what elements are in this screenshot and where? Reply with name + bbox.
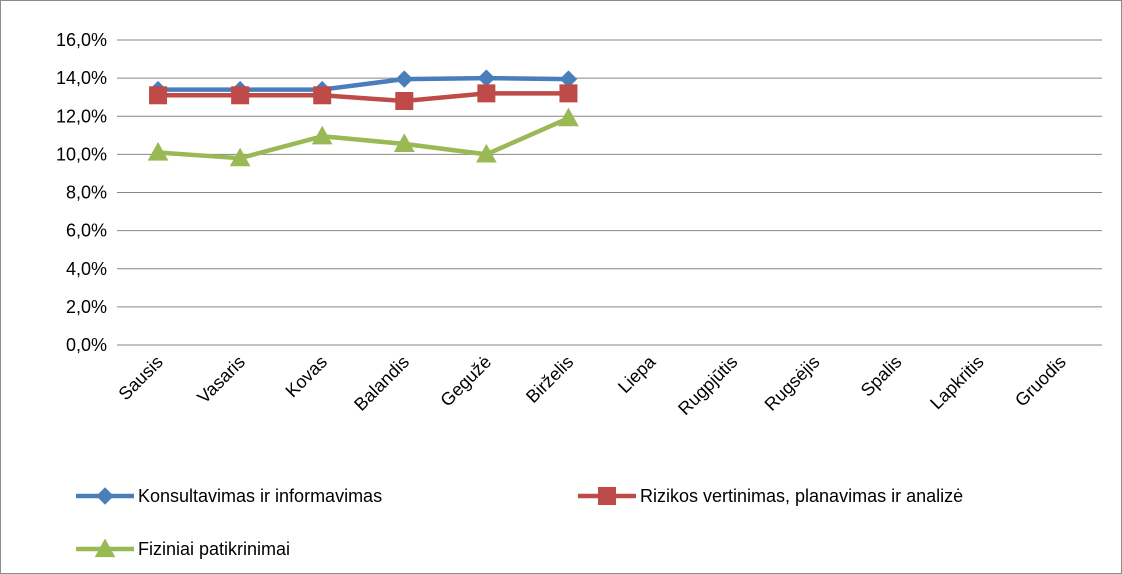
legend-item: Fiziniai patikrinimai [76, 538, 290, 559]
legend-label: Rizikos vertinimas, planavimas ir analiz… [640, 486, 963, 506]
legend-label: Fiziniai patikrinimai [138, 539, 290, 559]
y-tick-label: 14,0% [56, 68, 107, 88]
x-tick-label: Vasaris [193, 352, 249, 408]
legend-item: Konsultavimas ir informavimas [76, 486, 382, 506]
data-point [558, 107, 579, 127]
x-tick-label: Birželis [522, 352, 577, 407]
y-tick-label: 16,0% [56, 30, 107, 50]
y-tick-label: 2,0% [66, 297, 107, 317]
x-axis-tick-labels: Sausis Vasaris Kovas Balandis Gegužė Birželis… [115, 351, 1070, 419]
series-line [157, 116, 570, 161]
y-tick-label: 4,0% [66, 259, 107, 279]
data-point [147, 141, 169, 161]
data-point [476, 143, 497, 163]
series-lines [147, 69, 579, 167]
data-point [149, 86, 168, 105]
x-tick-label: Liepa [614, 351, 660, 397]
y-tick-label: 8,0% [66, 183, 107, 203]
data-point [395, 92, 414, 110]
data-point [395, 70, 413, 88]
data-point [231, 86, 250, 105]
data-point [229, 147, 251, 167]
data-point [477, 69, 496, 87]
series-line [158, 91, 569, 104]
x-tick-label: Sausis [115, 352, 167, 404]
y-tick-label: 0,0% [66, 335, 107, 355]
data-point [477, 84, 496, 103]
data-point [313, 86, 332, 105]
legend-marker [94, 538, 116, 558]
legend-marker [598, 487, 616, 505]
data-point [559, 84, 578, 103]
y-axis-tick-labels: 0,0% 2,0% 4,0% 6,0% 8,0% 10,0% 12,0% 14,0% 16,0% [56, 30, 107, 355]
x-tick-label: Lapkritis [926, 352, 988, 414]
x-tick-label: Rugsėjis [761, 352, 824, 415]
series-line [158, 75, 569, 92]
legend: Konsultavimas ir informavimas Rizikos ver… [76, 486, 963, 559]
x-tick-label: Gruodis [1011, 352, 1070, 411]
y-tick-label: 12,0% [56, 106, 107, 126]
gridlines [117, 39, 1102, 346]
x-tick-label: Rugpjūtis [674, 352, 741, 419]
x-tick-label: Balandis [350, 352, 413, 415]
series-fiziniai-patikrinimai [147, 107, 579, 167]
legend-label: Konsultavimas ir informavimas [138, 486, 382, 506]
x-tick-label: Gegužė [436, 352, 495, 411]
data-point [311, 125, 333, 145]
y-tick-label: 10,0% [56, 144, 107, 164]
x-tick-label: Spalis [857, 352, 906, 401]
x-tick-label: Kovas [282, 352, 332, 402]
legend-item: Rizikos vertinimas, planavimas ir analiz… [578, 486, 963, 506]
y-tick-label: 6,0% [66, 221, 107, 241]
legend-marker [96, 487, 114, 505]
data-point [393, 133, 415, 152]
series-rizikos-vertinimas-planavimas-ir-analize [149, 84, 578, 110]
